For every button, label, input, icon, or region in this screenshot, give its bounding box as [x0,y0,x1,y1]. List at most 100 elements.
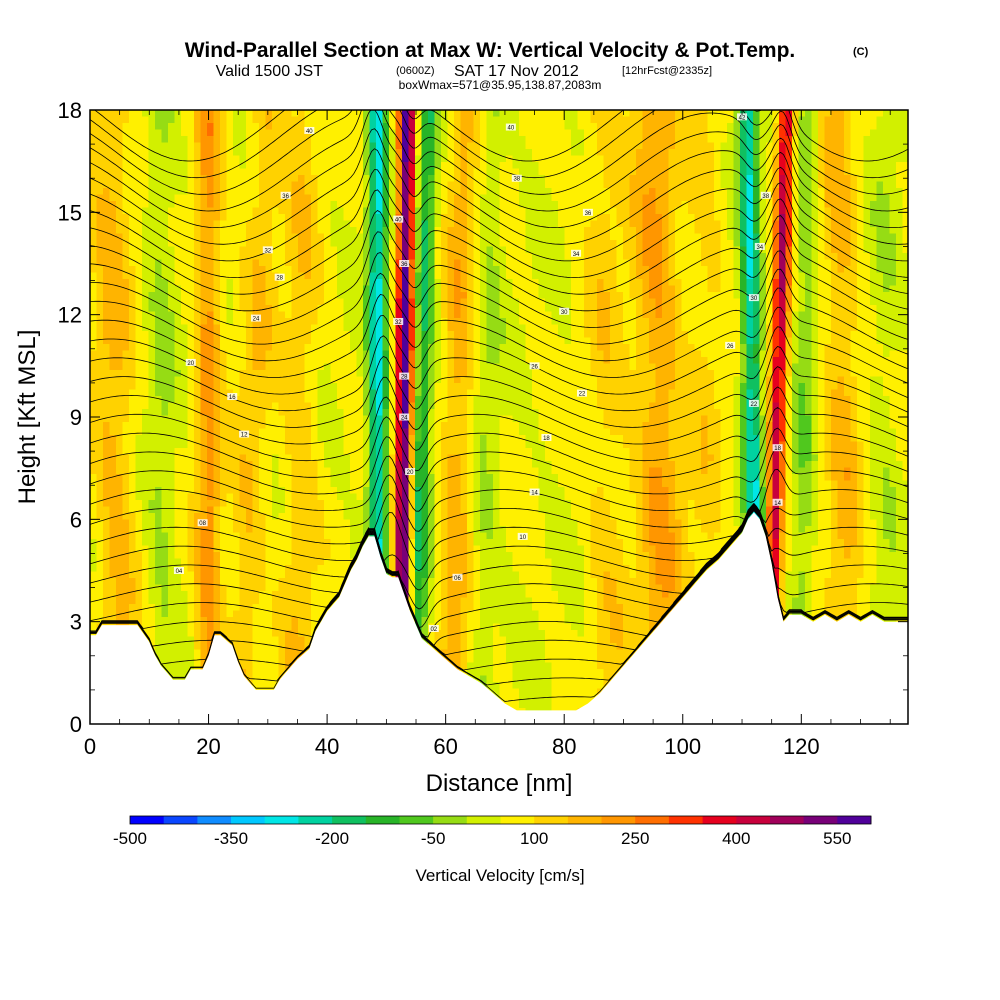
colorbar-swatch [803,816,838,824]
colorbar-label: 100 [520,829,548,848]
x-tick-label: 100 [664,734,701,759]
y-tick-label: 18 [58,98,82,123]
y-tick-label: 3 [70,610,82,635]
colorbar-swatch [433,816,468,824]
contour-label-layer: 40 36 32 28 24 20 16 12 08 04 40 38 36 34 30 26 22 18 14 10… [173,113,783,633]
theta-contour [90,504,908,572]
contour-label: 34 [754,242,765,251]
theta-contour [90,110,908,195]
box-wmax-info: boxWmax=571@35.95,138.87,2083m [399,78,602,92]
theta-contour [90,189,908,295]
contour-label: 26 [529,362,540,370]
contour-label: 26 [725,341,736,350]
contour-label: 14 [529,488,540,497]
theta-contour [90,427,908,495]
contour-label: 20 [185,358,196,367]
valid-time-utc: (0600Z) [396,65,435,77]
plot-area: 40 36 32 28 24 20 16 12 08 04 40 38 36 34 30 26 22 18 14 10… [90,110,908,724]
colorbar-label: -350 [214,829,248,848]
colorbar-swatch [399,816,434,824]
colorbar-label: 550 [823,829,851,848]
contour-label: 20 [405,468,416,476]
theta-contour [90,326,908,412]
contour-label: 16 [227,393,238,401]
colorbar-swatch [130,816,165,824]
theta-contour [90,110,908,212]
colorbar-swatch [264,816,299,824]
theta-contour [90,287,908,378]
colorbar-label: 250 [621,829,649,848]
chart-title: Wind-Parallel Section at Max W: Vertical… [185,39,796,62]
x-tick-label: 120 [783,734,820,759]
colorbar-swatch [702,816,737,824]
valid-date: SAT 17 Nov 2012 [454,63,579,80]
colorbar-swatch [163,816,198,824]
colorbar-swatch [668,816,703,824]
theta-contour [90,268,908,362]
contour-label: 22 [576,389,587,398]
copyright-mark: (C) [853,46,869,58]
contour-label: 40 [505,123,516,132]
contour-label: 30 [748,294,759,302]
theta-contour [90,110,908,228]
colorbar-swatch [231,816,266,824]
contour-label: 14 [772,498,783,507]
colorbar-swatch [197,816,232,824]
theta-contour [90,504,908,591]
theta-contour [90,210,908,312]
colorbar-swatch [500,816,535,824]
contour-label: 24 [399,413,410,422]
theta-contour [90,468,908,532]
valid-time: Valid 1500 JST [216,63,324,80]
forecast-info: [12hrFcst@2335z] [622,65,712,77]
colorbar-swatch [837,816,872,824]
contour-label: 04 [173,567,184,575]
theta-contour [90,448,908,512]
y-tick-label: 15 [58,200,82,225]
contour-label: 06 [452,573,463,582]
colorbar-label: 400 [722,829,750,848]
contour-label: 18 [541,433,552,442]
theta-contour [90,250,908,345]
colorbar-swatch [770,816,805,824]
colorbar-label: -50 [421,829,446,848]
theta-contour [90,407,908,478]
colorbar-swatch [736,816,771,824]
theta-contour [90,493,908,552]
contour-label: 38 [511,174,522,183]
colorbar-swatch [298,816,333,824]
contour-label: 12 [239,430,250,439]
contour-label: 02 [428,624,439,633]
colorbar-label: -200 [315,829,349,848]
colorbar-swatch [601,816,636,824]
x-tick-label: 80 [552,734,576,759]
contour-label: 42 [737,113,748,121]
theta-contour [90,366,908,445]
contour-label: 32 [262,246,273,254]
theta-contour [90,148,908,262]
contour-label: 36 [280,191,291,200]
x-tick-label: 60 [433,734,457,759]
colorbar-label: -500 [113,829,147,848]
contour-label: 32 [393,317,404,326]
contour-label: 36 [399,260,410,268]
theta-contour [90,306,908,395]
contour-label: 28 [274,273,285,282]
theta-contour [90,169,908,279]
contour-label: 08 [197,519,208,527]
y-tick-label: 9 [70,405,82,430]
theta-contour [90,128,908,245]
colorbar: -500 -350 -200 -50 100 250 400 550 [113,815,872,848]
theta-contour [90,346,908,428]
contour-label: 24 [250,314,261,323]
x-axis-label: Distance [nm] [426,770,573,797]
y-tick-label: 0 [70,712,82,737]
contour-label: 22 [748,399,759,408]
contour-label: 36 [582,208,593,217]
contour-label: 28 [399,372,410,381]
colorbar-swatch [365,816,400,824]
x-axis: 0 20 40 60 80 100 120 [84,110,891,759]
contour-label: 34 [571,249,582,258]
x-tick-label: 20 [196,734,220,759]
